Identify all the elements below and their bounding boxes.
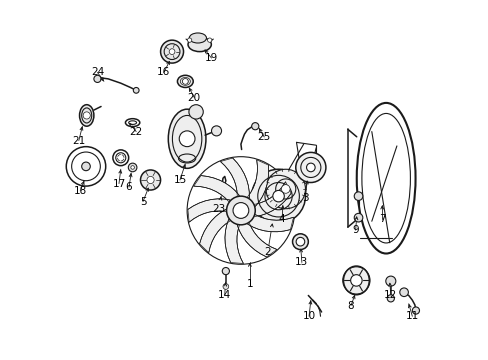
Circle shape <box>353 213 362 222</box>
Ellipse shape <box>177 75 193 87</box>
Circle shape <box>140 170 160 190</box>
Text: 21: 21 <box>72 136 85 145</box>
Text: 2: 2 <box>264 247 270 257</box>
Circle shape <box>160 40 183 63</box>
Ellipse shape <box>168 109 205 168</box>
Circle shape <box>147 176 154 184</box>
Circle shape <box>353 192 362 201</box>
Circle shape <box>306 163 314 172</box>
Circle shape <box>207 38 211 42</box>
Polygon shape <box>193 176 239 202</box>
Polygon shape <box>224 219 243 264</box>
Polygon shape <box>237 223 276 257</box>
Text: 12: 12 <box>384 290 397 300</box>
Text: 1: 1 <box>246 279 253 289</box>
Text: 6: 6 <box>125 182 132 192</box>
Text: 5: 5 <box>140 197 146 207</box>
Text: 8: 8 <box>347 301 354 311</box>
Text: 18: 18 <box>74 186 87 196</box>
Circle shape <box>226 196 255 225</box>
Circle shape <box>295 152 325 183</box>
Text: 16: 16 <box>157 67 170 77</box>
Ellipse shape <box>343 266 368 295</box>
Ellipse shape <box>125 119 140 127</box>
Circle shape <box>399 288 407 297</box>
Text: 10: 10 <box>302 311 315 321</box>
Circle shape <box>211 126 221 136</box>
Circle shape <box>128 163 137 172</box>
Circle shape <box>411 307 419 314</box>
Text: 9: 9 <box>352 225 358 235</box>
Circle shape <box>292 234 308 249</box>
Circle shape <box>251 123 258 130</box>
Polygon shape <box>247 215 293 232</box>
Ellipse shape <box>189 33 206 43</box>
Polygon shape <box>247 160 268 206</box>
Circle shape <box>133 87 139 93</box>
Text: 3: 3 <box>302 193 308 203</box>
Ellipse shape <box>187 37 211 51</box>
Polygon shape <box>220 158 249 198</box>
Text: 20: 20 <box>187 93 201 103</box>
Text: 13: 13 <box>295 257 308 267</box>
Circle shape <box>350 275 362 286</box>
Circle shape <box>188 105 203 119</box>
Circle shape <box>179 131 195 147</box>
Ellipse shape <box>80 105 94 126</box>
Circle shape <box>223 284 228 289</box>
Circle shape <box>233 203 248 219</box>
Circle shape <box>386 295 394 302</box>
Circle shape <box>296 237 304 246</box>
Polygon shape <box>187 199 230 222</box>
Circle shape <box>182 78 188 84</box>
Text: 11: 11 <box>405 311 418 321</box>
Circle shape <box>83 112 90 119</box>
Polygon shape <box>254 182 290 217</box>
Circle shape <box>81 162 90 171</box>
Polygon shape <box>199 210 230 253</box>
Text: 7: 7 <box>378 215 385 224</box>
Text: 25: 25 <box>257 132 270 142</box>
Text: 4: 4 <box>278 215 285 224</box>
Text: 24: 24 <box>91 67 104 77</box>
Circle shape <box>251 169 305 223</box>
Text: 22: 22 <box>129 127 142 136</box>
Circle shape <box>385 276 395 286</box>
Circle shape <box>187 38 191 42</box>
Circle shape <box>265 169 305 209</box>
Circle shape <box>272 190 284 202</box>
Circle shape <box>94 75 101 82</box>
Text: 14: 14 <box>218 290 231 300</box>
Circle shape <box>131 166 134 169</box>
Circle shape <box>281 185 289 193</box>
Text: 23: 23 <box>212 204 225 214</box>
Text: 17: 17 <box>112 179 125 189</box>
Text: 15: 15 <box>173 175 186 185</box>
Circle shape <box>169 49 175 54</box>
Circle shape <box>222 267 229 275</box>
Text: 19: 19 <box>204 53 218 63</box>
